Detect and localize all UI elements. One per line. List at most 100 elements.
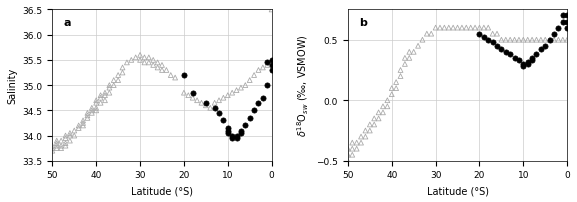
- Point: [267, 61, 276, 65]
- Point: [267, 69, 276, 72]
- Point: [92, 109, 101, 112]
- Point: [267, 9, 276, 12]
- Point: [140, 61, 149, 65]
- Point: [370, 117, 379, 120]
- Point: [492, 45, 501, 48]
- Point: [563, 3, 572, 6]
- Point: [74, 124, 83, 127]
- Text: a: a: [63, 18, 71, 28]
- Point: [219, 119, 228, 122]
- Point: [365, 129, 374, 133]
- Point: [387, 93, 396, 96]
- Point: [245, 79, 254, 82]
- Point: [563, 39, 572, 42]
- Point: [488, 33, 497, 36]
- Point: [118, 66, 127, 70]
- Point: [396, 75, 405, 78]
- Point: [100, 94, 110, 97]
- Point: [100, 92, 110, 95]
- Point: [267, 64, 276, 67]
- Point: [365, 123, 374, 126]
- Point: [201, 104, 211, 107]
- Point: [188, 97, 197, 100]
- Point: [61, 137, 70, 140]
- Point: [505, 39, 515, 42]
- Point: [179, 74, 189, 77]
- Point: [65, 132, 74, 135]
- Point: [87, 109, 96, 112]
- Point: [210, 102, 219, 105]
- Point: [392, 87, 401, 90]
- Point: [70, 134, 79, 138]
- Point: [158, 69, 167, 72]
- Point: [105, 87, 114, 90]
- Point: [563, 21, 572, 24]
- Point: [404, 51, 414, 54]
- Point: [343, 153, 353, 157]
- Point: [263, 64, 272, 67]
- Point: [61, 134, 70, 138]
- Point: [361, 135, 370, 139]
- Point: [114, 74, 123, 77]
- Point: [510, 39, 519, 42]
- Point: [87, 112, 96, 115]
- Point: [484, 27, 493, 30]
- Point: [183, 94, 193, 97]
- Point: [65, 139, 74, 143]
- Point: [249, 109, 258, 112]
- Point: [122, 61, 132, 65]
- Y-axis label: Salinity: Salinity: [7, 68, 17, 104]
- Point: [52, 139, 61, 143]
- Point: [554, 27, 563, 30]
- Point: [215, 99, 224, 102]
- Point: [249, 74, 258, 77]
- Point: [136, 54, 145, 57]
- Point: [400, 63, 410, 66]
- Point: [549, 33, 559, 36]
- Point: [96, 97, 105, 100]
- Point: [348, 153, 357, 157]
- Point: [105, 92, 114, 95]
- Point: [153, 61, 162, 65]
- Point: [488, 41, 497, 44]
- Point: [479, 27, 489, 30]
- Point: [558, 15, 567, 18]
- Point: [263, 61, 272, 65]
- Point: [232, 134, 241, 138]
- Point: [527, 39, 537, 42]
- Point: [52, 142, 61, 145]
- Point: [558, 21, 567, 24]
- Point: [343, 147, 353, 150]
- Point: [263, 84, 272, 87]
- Point: [100, 99, 110, 102]
- Point: [414, 45, 423, 48]
- Point: [237, 129, 246, 133]
- Point: [136, 59, 145, 62]
- Point: [171, 77, 180, 80]
- Point: [158, 64, 167, 67]
- Point: [114, 79, 123, 82]
- Point: [219, 97, 228, 100]
- Point: [563, 27, 572, 30]
- Point: [144, 61, 153, 65]
- Point: [527, 59, 537, 63]
- Point: [78, 124, 88, 127]
- Point: [205, 107, 215, 110]
- Point: [361, 129, 370, 133]
- Point: [74, 127, 83, 130]
- Point: [374, 111, 383, 114]
- Point: [193, 99, 202, 102]
- Point: [57, 147, 66, 150]
- Point: [258, 97, 268, 100]
- Point: [458, 27, 467, 30]
- X-axis label: Latitude (°S): Latitude (°S): [426, 185, 489, 195]
- Point: [501, 51, 511, 54]
- Point: [436, 27, 445, 30]
- Point: [352, 147, 361, 150]
- Point: [519, 39, 528, 42]
- Point: [357, 141, 366, 144]
- Point: [475, 27, 484, 30]
- Point: [109, 84, 118, 87]
- Point: [96, 102, 105, 105]
- Point: [370, 123, 379, 126]
